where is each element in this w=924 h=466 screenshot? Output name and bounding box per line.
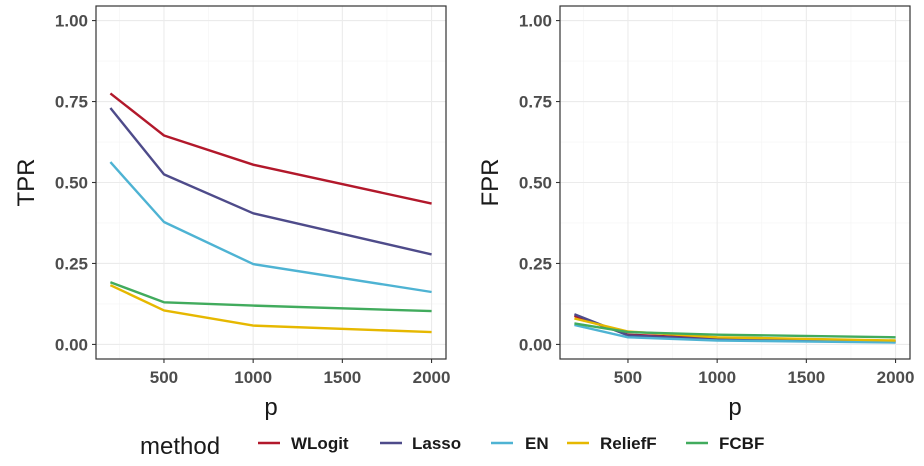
legend: method WLogit Lasso EN ReliefF FCBF [140, 433, 764, 460]
tpr-series-relieff [109, 284, 432, 334]
legend-label-wlogit: WLogit [291, 434, 349, 453]
legend-title: method [140, 433, 220, 460]
fpr-ytick-label: 1.00 [519, 12, 552, 31]
legend-label-fcbf: FCBF [719, 434, 764, 453]
fpr-xtick-label: 1000 [698, 368, 736, 387]
tpr-ytick-label: 0.75 [55, 93, 88, 112]
tpr-series-en [109, 161, 432, 294]
tpr-ytick-label: 0.50 [55, 174, 88, 193]
legend-item-wlogit: WLogit [258, 434, 349, 453]
tpr-xtick-label: 1500 [323, 368, 361, 387]
fpr-ytick-label: 0.75 [519, 93, 552, 112]
fpr-xtick-label: 1500 [787, 368, 825, 387]
fpr-y-axis-title: FPR [477, 159, 504, 207]
tpr-xtick-label: 2000 [413, 368, 451, 387]
legend-item-en: EN [491, 434, 549, 453]
legend-item-fcbf: FCBF [686, 434, 764, 453]
tpr-y-axis-title: TPR [13, 159, 40, 207]
fpr-ytick-label: 0.00 [519, 335, 552, 354]
tpr-xtick-label: 500 [150, 368, 178, 387]
tpr-series-wlogit [109, 92, 432, 205]
fpr-xtick-label: 2000 [877, 368, 915, 387]
tpr-ytick-label: 1.00 [55, 12, 88, 31]
fpr-series-en [574, 323, 896, 344]
tpr-ytick-label: 0.25 [55, 254, 88, 273]
legend-item-relieff: ReliefF [567, 434, 657, 453]
fpr-xtick-label: 500 [614, 368, 642, 387]
tpr-xtick-label: 1000 [234, 368, 272, 387]
fpr-ytick-label: 0.25 [519, 254, 552, 273]
fpr-series-fcbf [574, 322, 896, 339]
legend-label-en: EN [525, 434, 549, 453]
tpr-ytick-label: 0.00 [55, 335, 88, 354]
tpr-x-axis-title: p [264, 394, 277, 421]
fpr-panel: 0.00 0.25 0.50 0.75 1.00 500 1000 1500 2000 FPR p [477, 5, 915, 421]
tpr-panel: 0.00 0.25 0.50 0.75 1.00 500 1000 1500 2000 TPR p [13, 5, 451, 421]
fpr-x-axis-title: p [728, 394, 741, 421]
legend-label-lasso: Lasso [412, 434, 461, 453]
legend-item-lasso: Lasso [380, 434, 461, 453]
tpr-series-lasso [109, 107, 432, 256]
tpr-series-fcbf [109, 281, 432, 313]
legend-label-relieff: ReliefF [600, 434, 657, 453]
fpr-ytick-label: 0.50 [519, 174, 552, 193]
